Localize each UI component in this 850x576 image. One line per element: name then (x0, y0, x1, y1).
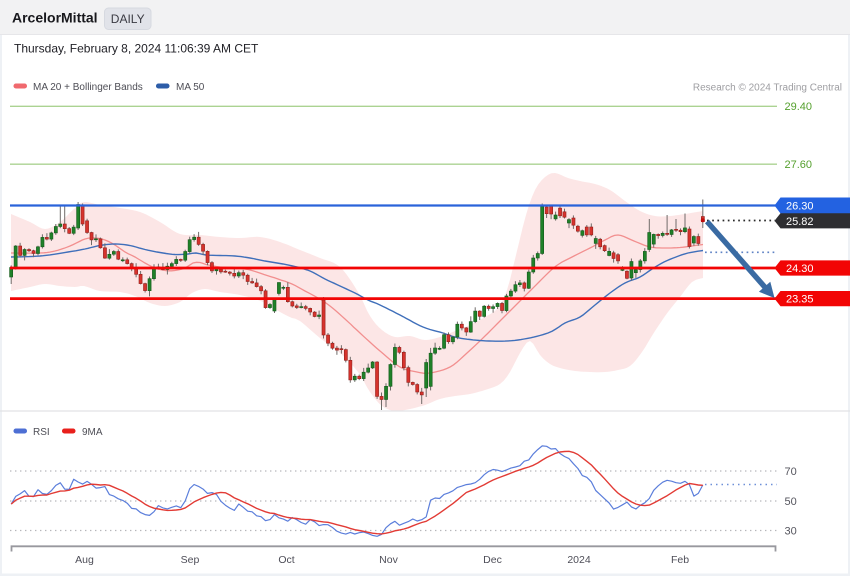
svg-text:Feb: Feb (671, 554, 689, 566)
svg-text:Thursday, February 8, 2024 11:: Thursday, February 8, 2024 11:06:39 AM C… (14, 42, 259, 56)
svg-text:9MA: 9MA (82, 427, 103, 438)
svg-text:27.60: 27.60 (785, 159, 813, 171)
svg-text:MA 50: MA 50 (176, 82, 205, 93)
svg-text:50: 50 (785, 496, 797, 508)
svg-text:ArcelorMittal: ArcelorMittal (12, 10, 98, 26)
svg-text:Sep: Sep (181, 554, 200, 566)
svg-text:29.40: 29.40 (785, 101, 813, 113)
svg-text:Dec: Dec (483, 554, 502, 566)
svg-text:Oct: Oct (278, 554, 294, 566)
svg-text:Aug: Aug (75, 554, 94, 566)
svg-text:MA 20 + Bollinger Bands: MA 20 + Bollinger Bands (33, 82, 143, 93)
svg-text:24.30: 24.30 (786, 263, 814, 275)
svg-text:2024: 2024 (567, 554, 591, 566)
svg-text:30: 30 (785, 526, 797, 538)
svg-text:Nov: Nov (379, 554, 398, 566)
svg-text:Research © 2024 Trading Centra: Research © 2024 Trading Central (693, 82, 842, 93)
svg-text:23.35: 23.35 (786, 294, 814, 306)
svg-text:25.82: 25.82 (786, 216, 814, 228)
svg-text:DAILY: DAILY (111, 12, 145, 26)
svg-text:26.30: 26.30 (786, 201, 814, 213)
svg-text:RSI: RSI (33, 427, 50, 438)
svg-text:70: 70 (785, 466, 797, 478)
